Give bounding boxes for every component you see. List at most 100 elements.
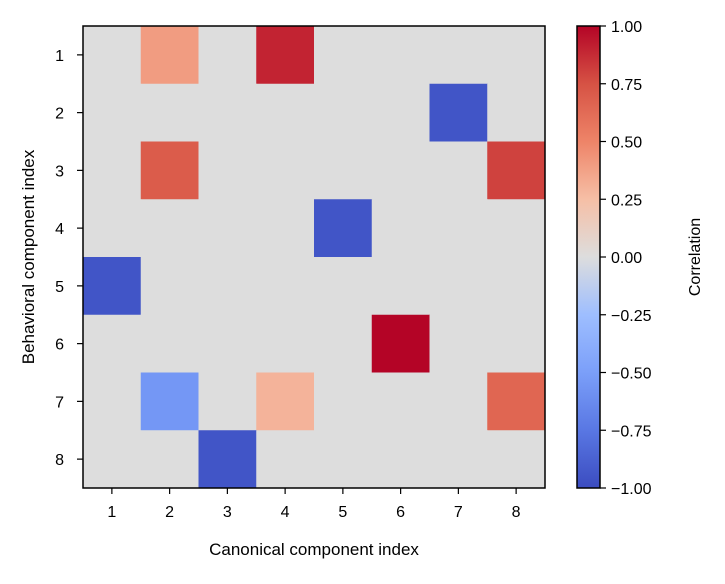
- heatmap-cell-r2-c6: [371, 83, 430, 142]
- heatmap-cell-r6-c7: [429, 314, 488, 373]
- heatmap-cell-r6-c8: [487, 314, 546, 373]
- y-tick-label: 5: [55, 279, 64, 296]
- colorbar-tick-label: 0.25: [611, 192, 642, 209]
- y-axis-ticks: 1 2 3 4 5 6 7 8: [55, 48, 83, 469]
- heatmap-cell-r3-c8: [487, 141, 546, 200]
- x-tick-label: 5: [338, 504, 347, 521]
- heatmap-cell-r1-c2: [140, 26, 199, 85]
- heatmap-cell-r1-c8: [487, 26, 546, 85]
- heatmap-cell-r5-c5: [314, 257, 373, 316]
- heatmap-cell-r4-c7: [429, 199, 488, 258]
- heatmap-cells: [83, 26, 546, 489]
- heatmap-cell-r7-c6: [371, 372, 430, 431]
- heatmap-cell-r2-c3: [198, 83, 257, 142]
- heatmap-cell-r7-c3: [198, 372, 257, 431]
- colorbar-tick-label: 0.75: [611, 77, 642, 94]
- heatmap-cell-r3-c7: [429, 141, 488, 200]
- heatmap-cell-r3-c6: [371, 141, 430, 200]
- heatmap-cell-r8-c8: [487, 430, 546, 489]
- heatmap-cell-r5-c8: [487, 257, 546, 316]
- heatmap-cell-r7-c1: [83, 372, 142, 431]
- y-tick-label: 1: [55, 48, 64, 65]
- y-tick-label: 8: [55, 452, 64, 469]
- colorbar-label: Correlation: [687, 218, 704, 296]
- heatmap-cell-r1-c4: [256, 26, 315, 85]
- x-axis-ticks: 1 2 3 4 5 6 7 8: [107, 488, 521, 521]
- x-tick-label: 2: [165, 504, 174, 521]
- heatmap-cell-r5-c1: [83, 257, 142, 316]
- heatmap-cell-r7-c2: [140, 372, 199, 431]
- x-tick-label: 7: [454, 504, 463, 521]
- heatmap-cell-r4-c2: [140, 199, 199, 258]
- heatmap-cell-r4-c1: [83, 199, 142, 258]
- heatmap-cell-r3-c1: [83, 141, 142, 200]
- colorbar-tick-label: −0.75: [611, 423, 652, 440]
- heatmap-cell-r1-c3: [198, 26, 257, 85]
- colorbar: [576, 25, 601, 489]
- heatmap-cell-r3-c2: [140, 141, 199, 200]
- heatmap-cell-r5-c4: [256, 257, 315, 316]
- y-tick-label: 7: [55, 394, 64, 411]
- heatmap-cell-r3-c5: [314, 141, 373, 200]
- heatmap-cell-r6-c5: [314, 314, 373, 373]
- heatmap-cell-r8-c1: [83, 430, 142, 489]
- heatmap-cell-r5-c2: [140, 257, 199, 316]
- heatmap-cell-r2-c5: [314, 83, 373, 142]
- colorbar-tick-label: 0.00: [611, 250, 642, 267]
- y-axis-label: Behavioral component index: [19, 149, 38, 364]
- colorbar-tick-label: 1.00: [611, 19, 642, 36]
- x-tick-label: 6: [396, 504, 405, 521]
- colorbar-tick-label: 0.50: [611, 135, 642, 152]
- heatmap-cell-r1-c6: [371, 26, 430, 85]
- y-tick-label: 4: [55, 221, 64, 238]
- y-tick-label: 3: [55, 163, 64, 180]
- heatmap-cell-r5-c6: [371, 257, 430, 316]
- heatmap-cell-r4-c4: [256, 199, 315, 258]
- heatmap-cell-r3-c4: [256, 141, 315, 200]
- colorbar-tick-label: −0.50: [611, 366, 652, 383]
- plot-frame: [82, 25, 546, 489]
- heatmap-cell-r6-c1: [83, 314, 142, 373]
- heatmap-cell-r4-c6: [371, 199, 430, 258]
- heatmap-cell-r6-c2: [140, 314, 199, 373]
- heatmap-cell-r2-c4: [256, 83, 315, 142]
- y-tick-label: 6: [55, 337, 64, 354]
- heatmap-cell-r6-c3: [198, 314, 257, 373]
- heatmap-cell-r8-c7: [429, 430, 488, 489]
- x-tick-label: 8: [512, 504, 521, 521]
- x-tick-label: 4: [281, 504, 290, 521]
- heatmap-cell-r1-c7: [429, 26, 488, 85]
- heatmap-cell-r5-c7: [429, 257, 488, 316]
- y-tick-label: 2: [55, 106, 64, 123]
- heatmap-cell-r8-c4: [256, 430, 315, 489]
- colorbar-tick-label: −0.25: [611, 308, 652, 325]
- x-axis-label: Canonical component index: [209, 540, 419, 559]
- heatmap-cell-r1-c1: [83, 26, 142, 85]
- heatmap-cell-r2-c7: [429, 83, 488, 142]
- heatmap-cell-r4-c8: [487, 199, 546, 258]
- x-tick-label: 1: [107, 504, 116, 521]
- heatmap-cell-r6-c4: [256, 314, 315, 373]
- heatmap-cell-r7-c7: [429, 372, 488, 431]
- heatmap-cell-r1-c5: [314, 26, 373, 85]
- heatmap-cell-r4-c5: [314, 199, 373, 258]
- heatmap-cell-r7-c5: [314, 372, 373, 431]
- colorbar-tick-label: −1.00: [611, 481, 652, 498]
- heatmap-cell-r7-c8: [487, 372, 546, 431]
- heatmap-cell-r7-c4: [256, 372, 315, 431]
- heatmap-cell-r3-c3: [198, 141, 257, 200]
- heatmap-cell-r8-c2: [140, 430, 199, 489]
- heatmap-cell-r5-c3: [198, 257, 257, 316]
- heatmap-cell-r8-c3: [198, 430, 257, 489]
- heatmap-cell-r8-c5: [314, 430, 373, 489]
- x-tick-label: 3: [223, 504, 232, 521]
- heatmap-cell-r2-c8: [487, 83, 546, 142]
- heatmap-cell-r8-c6: [371, 430, 430, 489]
- heatmap-cell-r4-c3: [198, 199, 257, 258]
- heatmap-cell-r6-c6: [371, 314, 430, 373]
- heatmap-cell-r2-c1: [83, 83, 142, 142]
- colorbar-ticks: 1.00 0.75 0.50 0.25 0.00 −0.25 −0.50 −0.75 −1.00: [600, 19, 652, 498]
- heatmap-cell-r2-c2: [140, 83, 199, 142]
